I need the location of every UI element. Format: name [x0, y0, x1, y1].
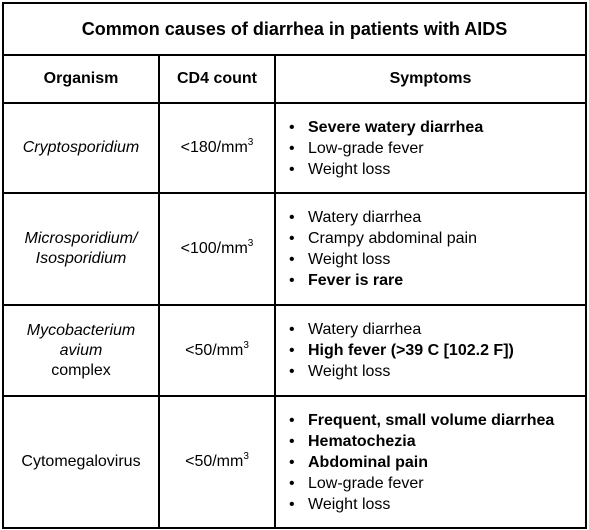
symptom-item: Abdominal pain: [289, 452, 585, 473]
organism-cell: Mycobacterium avium complex: [2, 304, 160, 397]
cd4-count-value: <100/mm: [180, 240, 248, 257]
cd4-count-cell: <180/mm3: [158, 102, 276, 194]
organism-name-line: Cryptosporidium: [22, 139, 140, 156]
cd4-unit-exponent: 3: [247, 137, 254, 148]
symptoms-cell: Severe watery diarrheaLow-grade feverWei…: [273, 102, 588, 194]
symptom-item: Frequent, small volume diarrhea: [289, 410, 585, 431]
symptoms-cell: Watery diarrheaHigh fever (>39 C [102.2 …: [273, 304, 588, 397]
header-symptoms: Symptoms: [273, 54, 588, 104]
symptom-list: Severe watery diarrheaLow-grade feverWei…: [276, 117, 585, 180]
organism-cell: Cytomegalovirus: [2, 395, 160, 529]
symptom-item: Hematochezia: [289, 431, 585, 452]
table-body: Cryptosporidium<180/mm3Severe watery dia…: [2, 102, 588, 529]
symptom-item: Low-grade fever: [289, 138, 585, 159]
cd4-count-cell: <50/mm3: [158, 304, 276, 397]
symptoms-cell: Watery diarrheaCrampy abdominal painWeig…: [273, 192, 588, 306]
symptom-list: Watery diarrheaHigh fever (>39 C [102.2 …: [276, 319, 585, 382]
symptom-list: Frequent, small volume diarrheaHematoche…: [276, 410, 585, 515]
table-row: Cryptosporidium<180/mm3Severe watery dia…: [2, 102, 588, 194]
symptom-item: Watery diarrhea: [289, 207, 585, 228]
symptom-item: Weight loss: [289, 361, 585, 382]
cd4-count-value: <180/mm: [180, 139, 248, 156]
header-row: Organism CD4 count Symptoms: [2, 54, 588, 104]
cd4-unit-exponent: 3: [243, 451, 249, 462]
cd4-count-value: <50/mm: [185, 341, 244, 359]
organism-name-line: Isosporidium: [35, 250, 127, 267]
symptom-item: Low-grade fever: [289, 473, 585, 494]
table-row: Microsporidium/Isosporidium<100/mm3Water…: [2, 192, 588, 306]
symptom-item: Fever is rare: [289, 270, 585, 291]
symptom-item: Weight loss: [289, 494, 585, 515]
cd4-count-cell: <50/mm3: [158, 395, 276, 529]
organism-name-line: Microsporidium/: [24, 230, 138, 247]
organism-cell: Cryptosporidium: [2, 102, 160, 194]
header-cd4-count: CD4 count: [158, 54, 276, 104]
organism-name-line: avium: [59, 341, 103, 359]
symptom-item: Crampy abdominal pain: [289, 228, 585, 249]
symptom-item: Weight loss: [289, 159, 585, 180]
organism-name-line: Cytomegalovirus: [21, 453, 141, 470]
cd4-count-cell: <100/mm3: [158, 192, 276, 306]
header-organism: Organism: [2, 54, 160, 104]
table-title: Common causes of diarrhea in patients wi…: [1, 2, 588, 56]
organism-name-line: Mycobacterium: [26, 321, 136, 339]
symptom-item: Watery diarrhea: [289, 319, 585, 340]
symptom-item: Weight loss: [289, 249, 585, 270]
table-row: Cytomegalovirus<50/mm3Frequent, small vo…: [2, 395, 588, 529]
symptom-item: Severe watery diarrhea: [289, 117, 585, 138]
symptoms-cell: Frequent, small volume diarrheaHematoche…: [273, 395, 588, 529]
symptom-item: High fever (>39 C [102.2 F]): [289, 340, 585, 361]
cd4-unit-exponent: 3: [243, 339, 249, 351]
cd4-unit-exponent: 3: [247, 238, 254, 249]
cd4-count-value: <50/mm: [185, 453, 244, 470]
organism-cell: Microsporidium/Isosporidium: [2, 192, 160, 306]
symptom-list: Watery diarrheaCrampy abdominal painWeig…: [276, 207, 585, 291]
organism-name-line: complex: [51, 361, 111, 379]
